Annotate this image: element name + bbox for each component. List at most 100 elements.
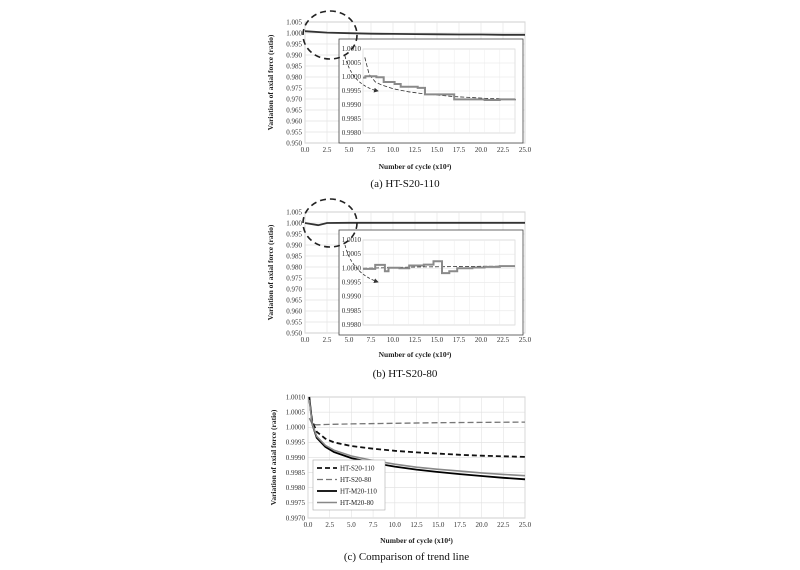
x-tick-label: 20.0 (475, 521, 488, 529)
y-tick-label: 0.995 (286, 230, 302, 238)
chart-caption: (b) HT-S20-80 (373, 368, 438, 380)
x-tick-label: 22.5 (497, 521, 510, 529)
y-tick-label: 0.9980 (286, 484, 306, 492)
chart-panel-c: 1.0010 1.0005 1.0000 0.9995 0.9990 0.9985 0.99… (269, 393, 532, 563)
inset-y-tick-label: 0.9985 (342, 307, 362, 315)
y-tick-label: 0.9995 (286, 439, 306, 447)
legend: HT-S20-110 HT-S20-80 HT-M20-110 HT-M20-80 (312, 459, 386, 511)
x-tick-label: 10.0 (387, 336, 400, 344)
zoom-arrow (344, 244, 379, 283)
y-tick-label: 0.955 (286, 128, 302, 136)
inset-y-tick-label: 0.9980 (342, 129, 362, 137)
x-tick-label: 5.0 (345, 146, 354, 154)
inset-y-tick-label: 0.9980 (342, 321, 362, 329)
x-axis-title: Number of cycle (x10⁴) (379, 350, 452, 359)
legend-label: HT-M20-80 (340, 499, 374, 507)
x-tick-labels: 0.0 2.5 5.0 7.5 10.0 12.5 15.0 17.5 20.0 22.5 25.0 (301, 146, 532, 154)
y-tick-label: 0.985 (286, 62, 302, 70)
inset-y-tick-label: 1.0005 (342, 250, 362, 258)
x-tick-label: 2.5 (323, 146, 332, 154)
x-tick-label: 0.0 (301, 146, 310, 154)
y-tick-label: 1.000 (286, 219, 302, 227)
inset-measured-line (363, 260, 515, 275)
x-tick-label: 15.0 (431, 336, 444, 344)
x-tick-label: 20.0 (475, 146, 488, 154)
x-tick-label: 2.5 (325, 521, 334, 529)
y-tick-label: 0.980 (286, 263, 302, 271)
x-tick-label: 17.5 (453, 336, 466, 344)
y-tick-label: 0.990 (286, 51, 302, 59)
inset-y-tick-label: 1.0000 (342, 73, 362, 81)
inset-y-tick-label: 0.9995 (342, 87, 362, 95)
y-tick-label: 0.980 (286, 73, 302, 81)
zoom-inset: 1.00101.00051.00000.99950.99900.99850.99… (338, 38, 524, 144)
y-axis-title: Variation of axial force (ratio) (266, 34, 275, 130)
x-tick-label: 7.5 (369, 521, 378, 529)
x-tick-label: 17.5 (454, 521, 467, 529)
inset-y-tick-label: 1.0005 (342, 59, 362, 67)
y-tick-label: 0.970 (286, 285, 302, 293)
y-tick-label: 0.950 (286, 329, 302, 337)
x-tick-labels: 0.0 2.5 5.0 7.5 10.0 12.5 15.0 17.5 20.0 22.5 25.0 (304, 521, 532, 529)
y-tick-label: 0.9975 (286, 499, 306, 507)
zoom-arrow (344, 55, 379, 93)
series-line (304, 30, 525, 36)
y-tick-label: 0.9985 (286, 469, 306, 477)
y-tick-label: 0.950 (286, 139, 302, 147)
chart-caption: (a) HT-S20-110 (370, 178, 440, 190)
y-tick-label: 0.965 (286, 106, 302, 114)
x-tick-label: 7.5 (367, 146, 376, 154)
series-layer (304, 221, 525, 227)
y-tick-label: 0.990 (286, 241, 302, 249)
y-tick-label: 0.960 (286, 307, 302, 315)
y-tick-label: 0.975 (286, 84, 302, 92)
legend-label: HT-M20-110 (340, 487, 377, 495)
y-tick-labels: 1.005 1.000 0.995 0.990 0.985 0.980 0.975 0.970… (286, 208, 302, 337)
x-tick-label: 10.0 (387, 146, 400, 154)
chart-caption: (c) Comparison of trend line (344, 551, 469, 563)
x-tick-label: 12.5 (409, 146, 422, 154)
y-tick-label: 1.0010 (286, 393, 306, 401)
y-axis-title: Variation of axial force (ratio) (266, 224, 275, 320)
x-tick-label: 25.0 (519, 336, 532, 344)
legend-box (312, 459, 386, 511)
x-tick-label: 25.0 (519, 521, 532, 529)
y-tick-label: 0.960 (286, 117, 302, 125)
inset-y-tick-label: 1.0010 (342, 236, 362, 244)
inset-measured-line (363, 75, 516, 101)
series-line-1 (308, 417, 526, 426)
series-layer (304, 30, 525, 36)
y-tick-label: 0.975 (286, 274, 302, 282)
series-line-0 (308, 399, 526, 458)
y-tick-label: 0.9970 (286, 514, 306, 522)
x-tick-label: 25.0 (519, 146, 532, 154)
y-tick-label: 0.955 (286, 318, 302, 326)
zoom-circle (302, 198, 358, 248)
x-tick-label: 0.0 (301, 336, 310, 344)
x-tick-label: 0.0 (304, 521, 313, 529)
inset-y-tick-label: 0.9990 (342, 101, 362, 109)
x-tick-label: 12.5 (409, 336, 422, 344)
inset-y-tick-label: 0.9985 (342, 115, 362, 123)
y-tick-labels: 1.0010 1.0005 1.0000 0.9995 0.9990 0.9985 0.99… (286, 393, 306, 522)
y-tick-label: 1.0000 (286, 424, 306, 432)
y-tick-label: 0.995 (286, 40, 302, 48)
x-axis-title: Number of cycle (x10⁴) (379, 162, 452, 171)
x-tick-label: 10.0 (389, 521, 402, 529)
x-tick-label: 22.5 (497, 336, 510, 344)
x-tick-label: 15.0 (431, 146, 444, 154)
y-tick-label: 0.970 (286, 95, 302, 103)
y-tick-label: 1.005 (286, 208, 302, 216)
x-tick-label: 20.0 (475, 336, 488, 344)
y-tick-label: 1.000 (286, 29, 302, 37)
y-tick-label: 0.9990 (286, 454, 306, 462)
y-tick-label: 1.005 (286, 18, 302, 26)
chart-panel-b: 1.005 1.000 0.995 0.990 0.985 0.980 0.975 0.970… (266, 198, 532, 380)
x-tick-label: 22.5 (497, 146, 510, 154)
x-tick-label: 7.5 (367, 336, 376, 344)
x-tick-label: 12.5 (410, 521, 423, 529)
x-tick-label: 15.0 (432, 521, 445, 529)
chart-panel-a: 1.005 1.000 0.995 0.990 0.985 0.980 0.975 0.970… (266, 10, 532, 190)
inset-y-tick-label: 0.9995 (342, 279, 362, 287)
